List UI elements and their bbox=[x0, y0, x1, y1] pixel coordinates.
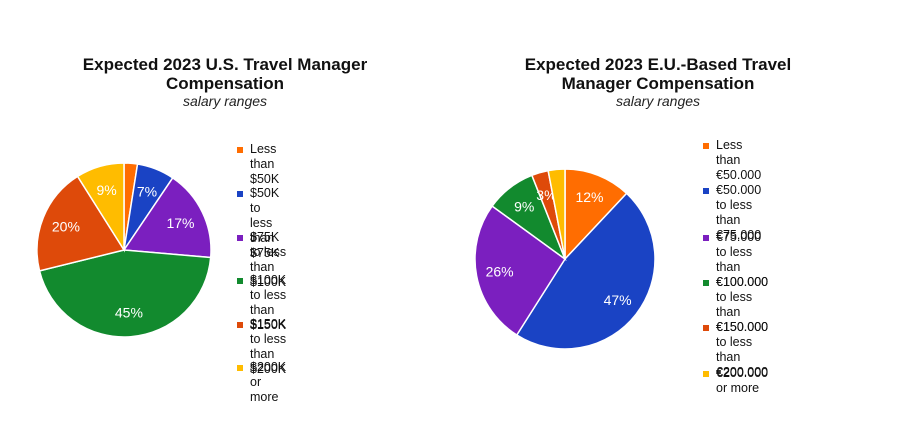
legend-label: $200K or more bbox=[250, 360, 287, 404]
pie-slice bbox=[38, 249, 212, 338]
us-chart-subtitle: salary ranges bbox=[182, 93, 268, 109]
legend-label: $75K to less than $100K bbox=[250, 230, 287, 289]
us-chart-title-line-1: Expected 2023 U.S. Travel Manager bbox=[82, 55, 368, 74]
legend-swatch bbox=[237, 235, 243, 241]
legend-swatch bbox=[703, 371, 709, 377]
legend-swatch bbox=[703, 280, 709, 286]
us-legend-item: $150K to less than $200K bbox=[237, 317, 286, 377]
legend-swatch bbox=[237, 365, 243, 371]
pie-data-label: 9% bbox=[514, 198, 534, 214]
eu-legend-item: €150.000 to less than €200.000 bbox=[703, 320, 768, 380]
us-legend-item: $200K or more bbox=[237, 360, 286, 405]
pie-data-label: 7% bbox=[137, 184, 157, 200]
eu-chart-title: Expected 2023 E.U.-Based Travel Manager … bbox=[468, 55, 848, 93]
pie-slice bbox=[515, 192, 656, 350]
eu-legend-item: Less than €50.000 bbox=[703, 138, 761, 183]
pie-slice bbox=[122, 176, 212, 259]
legend-label: €75.000 to less than €100.000 bbox=[716, 230, 769, 289]
pie-slice bbox=[76, 162, 125, 253]
eu-pie-chart: 12%47%26%9%3% bbox=[474, 168, 656, 350]
us-chart-panel: Expected 2023 U.S. Travel Manager Compen… bbox=[36, 55, 410, 405]
pie-data-label: 9% bbox=[96, 182, 116, 198]
legend-swatch bbox=[237, 278, 243, 284]
legend-label: Less than €50.000 bbox=[716, 138, 762, 182]
legend-label: $150K to less than $200K bbox=[250, 317, 287, 376]
pie-slice bbox=[564, 168, 628, 261]
us-chart-title-line-2: Compensation bbox=[165, 74, 285, 93]
pie-data-label: 26% bbox=[486, 264, 514, 280]
legend-swatch bbox=[237, 322, 243, 328]
legend-swatch bbox=[703, 188, 709, 194]
eu-chart-subtitle: salary ranges bbox=[615, 93, 701, 109]
legend-label: $100K to less than $150K bbox=[250, 273, 287, 332]
legend-label: €200.000 or more bbox=[716, 366, 769, 395]
legend-swatch bbox=[703, 325, 709, 331]
eu-legend-item: €200.000 or more bbox=[703, 366, 768, 396]
us-legend-item: $50K to less than $75K bbox=[237, 186, 279, 261]
us-legend-item: $75K to less than $100K bbox=[237, 230, 286, 290]
eu-legend-item: €50.000 to less than €75.000 bbox=[703, 183, 761, 243]
legend-label: Less than $50K bbox=[250, 142, 280, 186]
eu-chart-panel: Expected 2023 E.U.-Based Travel Manager … bbox=[450, 0, 900, 432]
pie-slice bbox=[36, 175, 126, 272]
eu-legend-item: €75.000 to less than €100.000 bbox=[703, 230, 768, 290]
legend-swatch bbox=[237, 147, 243, 153]
legend-label: €150.000 to less than €200.000 bbox=[716, 320, 769, 379]
pie-data-label: 17% bbox=[166, 215, 194, 231]
pie-slice bbox=[547, 168, 566, 260]
legend-label: €100.000 to less than €150.000 bbox=[716, 275, 769, 334]
eu-chart-title-line-1: Expected 2023 E.U.-Based Travel bbox=[524, 55, 792, 74]
pie-data-label: 45% bbox=[115, 304, 143, 320]
eu-legend-item: €100.000 to less than €150.000 bbox=[703, 275, 768, 335]
us-legend-item: $100K to less than $150K bbox=[237, 273, 286, 333]
pie-data-label: 12% bbox=[575, 189, 603, 205]
eu-chart-title-line-2: Manager Compensation bbox=[561, 74, 755, 93]
legend-swatch bbox=[703, 235, 709, 241]
us-chart-title: Expected 2023 U.S. Travel Manager Compen… bbox=[40, 55, 410, 93]
pie-data-label: 47% bbox=[604, 292, 632, 308]
legend-swatch bbox=[703, 143, 709, 149]
pie-data-label: 20% bbox=[52, 219, 80, 235]
pie-slice bbox=[474, 205, 567, 337]
legend-label: $50K to less than $75K bbox=[250, 186, 280, 260]
us-pie-chart: 7% 17% 45% 20% 9% bbox=[36, 162, 212, 338]
legend-swatch bbox=[237, 191, 243, 197]
legend-label: €50.000 to less than €75.000 bbox=[716, 183, 762, 242]
us-legend-item: Less than $50K bbox=[237, 142, 279, 187]
